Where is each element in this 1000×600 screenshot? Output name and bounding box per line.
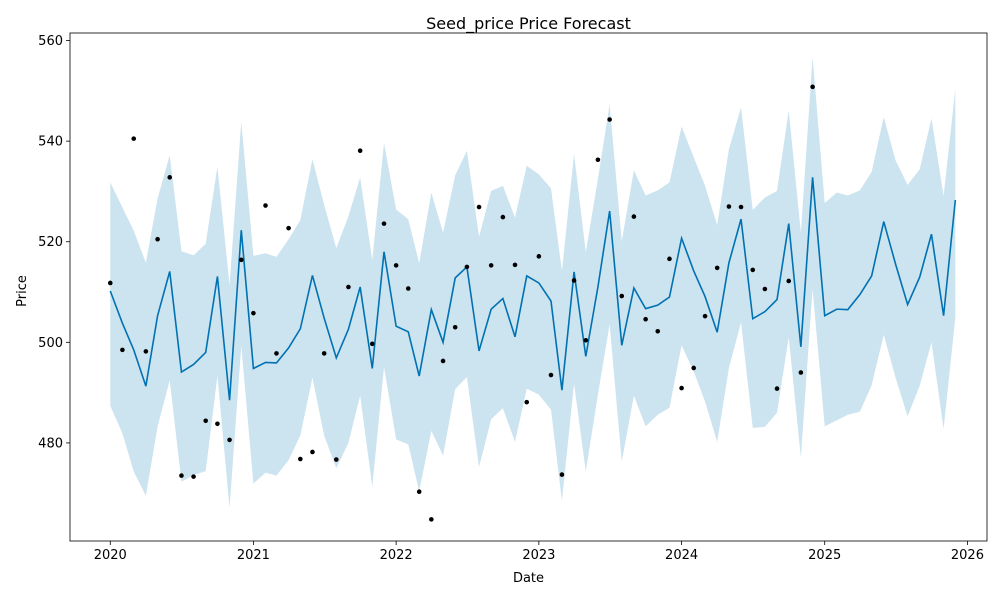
observed-point bbox=[726, 204, 732, 209]
observed-point bbox=[238, 257, 244, 263]
uncertainty-band bbox=[110, 57, 956, 508]
observed-point bbox=[643, 316, 648, 322]
x-tick-label: 2025 bbox=[808, 548, 841, 563]
y-axis: 480 500 520 540 560 bbox=[38, 34, 70, 451]
observed-point bbox=[619, 293, 625, 299]
observed-point bbox=[524, 399, 530, 405]
observed-point bbox=[500, 214, 506, 220]
observed-point bbox=[607, 117, 612, 122]
observed-point bbox=[120, 347, 125, 353]
observed-point bbox=[203, 418, 208, 424]
observed-point bbox=[595, 157, 601, 163]
observed-point bbox=[369, 341, 375, 347]
x-tick-label: 2022 bbox=[380, 548, 413, 563]
observed-point bbox=[440, 358, 446, 364]
observed-point bbox=[393, 263, 399, 268]
x-axis: 2020 2021 2022 2023 2024 2025 2026 bbox=[94, 541, 984, 563]
observed-point bbox=[357, 148, 363, 153]
observed-point bbox=[774, 386, 780, 391]
x-tick-label: 2023 bbox=[522, 548, 555, 563]
observed-point bbox=[548, 372, 554, 378]
observed-point bbox=[310, 449, 315, 455]
plot-area bbox=[69, 32, 988, 542]
observed-point bbox=[227, 437, 232, 443]
x-tick-label: 2021 bbox=[237, 548, 270, 563]
observed-point bbox=[263, 203, 268, 208]
observed-point bbox=[750, 267, 756, 273]
observed-point bbox=[452, 324, 458, 330]
y-tick-label: 520 bbox=[38, 235, 63, 250]
x-tick-label: 2024 bbox=[665, 548, 698, 563]
observed-point bbox=[655, 328, 661, 334]
observed-point bbox=[667, 256, 672, 262]
observed-point bbox=[107, 280, 113, 286]
y-tick-label: 500 bbox=[38, 336, 63, 351]
x-tick-label: 2020 bbox=[94, 548, 127, 563]
observed-point bbox=[334, 457, 339, 462]
observed-point bbox=[381, 221, 387, 226]
observed-point bbox=[714, 265, 720, 271]
x-axis-label: Date bbox=[513, 571, 544, 586]
observed-point bbox=[679, 385, 684, 391]
observed-points-layer bbox=[107, 84, 815, 522]
observed-point bbox=[191, 474, 196, 479]
observed-point bbox=[251, 310, 256, 316]
observed-point bbox=[131, 136, 137, 141]
observed-point bbox=[286, 225, 291, 231]
observed-point bbox=[179, 473, 184, 478]
observed-point bbox=[512, 262, 518, 268]
observed-point bbox=[416, 489, 422, 495]
y-axis-label: Price bbox=[15, 275, 30, 307]
observed-point bbox=[274, 351, 279, 356]
y-tick-label: 540 bbox=[38, 135, 63, 150]
y-tick-label: 560 bbox=[38, 34, 63, 49]
observed-point bbox=[536, 254, 542, 259]
observed-point bbox=[702, 313, 708, 319]
observed-point bbox=[405, 286, 411, 291]
chart-title: Seed_price Price Forecast bbox=[426, 14, 631, 34]
y-tick-label: 480 bbox=[38, 436, 63, 451]
x-tick-label: 2026 bbox=[951, 548, 984, 563]
forecast-line-layer bbox=[109, 177, 957, 401]
uncertainty-band-layer bbox=[110, 57, 956, 508]
observed-point bbox=[346, 284, 351, 290]
observed-point bbox=[559, 472, 565, 477]
observed-point bbox=[298, 456, 303, 462]
observed-point bbox=[464, 264, 470, 270]
observed-point bbox=[488, 263, 494, 268]
observed-point bbox=[215, 421, 220, 427]
observed-point bbox=[786, 278, 792, 284]
observed-point bbox=[810, 84, 815, 90]
observed-point bbox=[691, 365, 697, 371]
observed-point bbox=[155, 236, 160, 242]
forecast-line bbox=[109, 177, 957, 401]
observed-point bbox=[571, 278, 577, 283]
observed-point bbox=[429, 517, 434, 522]
observed-point bbox=[762, 286, 768, 292]
observed-point bbox=[476, 204, 482, 210]
observed-point bbox=[143, 349, 149, 354]
plot-frame bbox=[69, 32, 988, 542]
observed-point bbox=[798, 370, 804, 375]
observed-point bbox=[738, 204, 744, 210]
observed-point bbox=[583, 338, 589, 343]
observed-point bbox=[167, 175, 173, 180]
observed-point bbox=[631, 214, 637, 219]
observed-point bbox=[321, 351, 327, 356]
